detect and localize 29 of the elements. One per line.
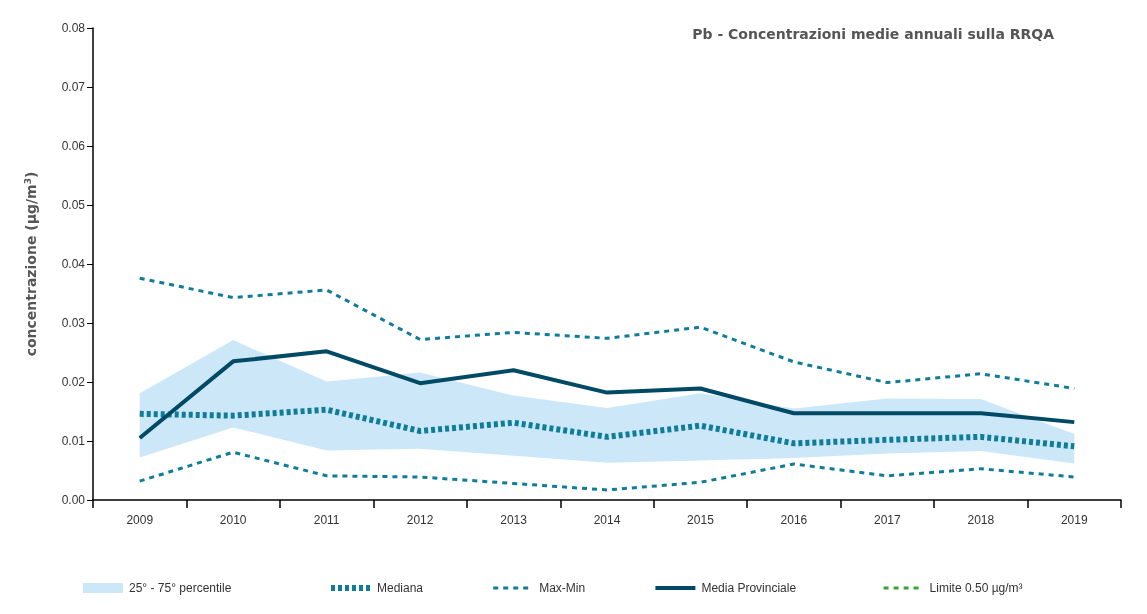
y-axis-title: concentrazione (µg/m3) (22, 171, 39, 357)
y-tick-label: 0.06 (61, 139, 86, 153)
legend-label: Mediana (377, 581, 424, 595)
chart-title: Pb - Concentrazioni medie annuali sulla RRQA (692, 26, 1055, 42)
y-tick-label: 0.04 (61, 257, 86, 271)
x-tick-label: 2016 (780, 513, 808, 527)
legend-label: 25° - 75° percentile (129, 581, 232, 595)
line-series (137, 349, 1077, 441)
x-tick-label: 2014 (593, 513, 621, 527)
x-tick-label: 2009 (126, 513, 154, 527)
y-tick-label: 0.08 (61, 21, 86, 35)
x-tick-label: 2018 (967, 513, 995, 527)
y-tick-label: 0.01 (61, 434, 86, 448)
x-tick-label: 2017 (874, 513, 902, 527)
y-tick-label: 0.00 (61, 493, 86, 507)
x-tick-label: 2011 (313, 513, 340, 527)
legend-label: Max-Min (539, 581, 586, 595)
y-tick-label: 0.03 (61, 316, 86, 330)
legend-label: Limite 0.50 µg/m³ (929, 581, 1023, 595)
x-tick-label: 2010 (219, 513, 247, 527)
x-tick-label: 2019 (1060, 513, 1088, 527)
y-tick-label: 0.07 (61, 80, 86, 94)
legend-label: Media Provinciale (701, 581, 797, 595)
y-tick-label: 0.05 (61, 198, 86, 212)
line-series (138, 450, 1076, 492)
y-tick-label: 0.02 (61, 375, 86, 389)
x-tick-label: 2013 (500, 513, 528, 527)
x-tick-label: 2015 (687, 513, 715, 527)
x-tick-label: 2012 (406, 513, 434, 527)
